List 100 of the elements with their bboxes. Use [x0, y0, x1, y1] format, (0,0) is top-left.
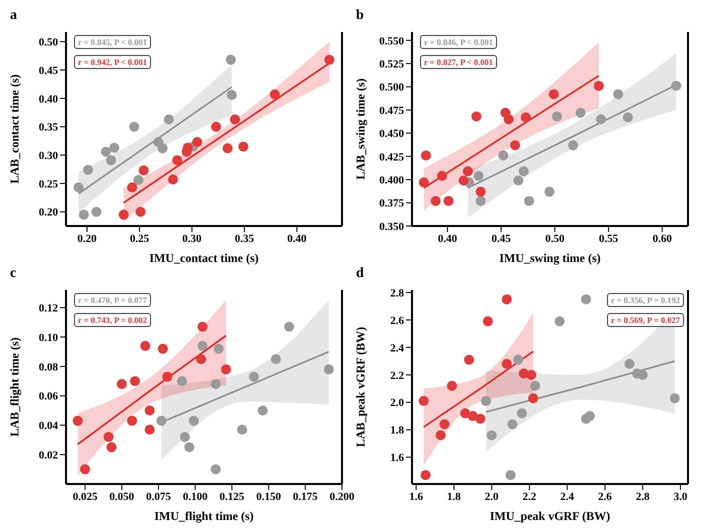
annotation: r = 0.569, P = 0.027	[606, 313, 684, 327]
point	[258, 406, 268, 416]
y-tick-label: 0.10	[38, 332, 58, 344]
point	[118, 210, 129, 220]
point	[72, 416, 83, 426]
point	[78, 210, 89, 220]
point	[670, 393, 680, 404]
x-tick-label: 0.200	[330, 490, 355, 503]
point	[568, 140, 578, 150]
point	[502, 358, 512, 369]
point	[638, 370, 648, 380]
x-tick-label: 3.0	[674, 490, 688, 503]
x-axis-title: IMU_flight time (s)	[154, 509, 254, 523]
point	[548, 89, 559, 100]
annotation: r = 0.470, P = 0.077	[74, 293, 152, 307]
y-tick-label: 2.0	[390, 397, 404, 410]
point	[188, 416, 199, 426]
x-tick-label: 0.125	[220, 490, 245, 503]
point	[554, 316, 565, 326]
point	[226, 90, 237, 100]
x-tick-label: 0.025	[72, 490, 98, 503]
point	[210, 379, 221, 390]
point	[127, 416, 138, 426]
point	[624, 358, 634, 369]
point	[418, 396, 429, 406]
chart-title: b	[356, 8, 364, 24]
point	[418, 177, 429, 188]
y-tick-label: 0.50	[38, 36, 58, 49]
y-axis-title: LAB_peak vGRF (BW)	[353, 326, 368, 448]
point	[516, 408, 527, 418]
x-axis-title: IMU_swing time (s)	[499, 251, 601, 265]
point	[140, 340, 150, 351]
y-tick-label: 2.2	[390, 370, 404, 382]
point	[198, 322, 208, 332]
point	[594, 80, 604, 91]
annotation: r = 0.356, P = 0.192	[606, 293, 684, 307]
y-axis-title: LAB_swing time (s)	[353, 78, 368, 180]
x-axis-title: IMU_contact time (s)	[149, 251, 259, 265]
point	[510, 140, 520, 150]
y-tick-label: 0.06	[38, 390, 58, 403]
point	[138, 165, 149, 176]
chart-title: a	[10, 8, 17, 24]
y-tick-label: 0.450	[379, 128, 404, 140]
x-tick-label: 0.35	[234, 232, 255, 245]
y-tick-label: 2.4	[390, 342, 404, 354]
y-tick-label: 1.8	[390, 424, 404, 437]
point	[184, 442, 194, 452]
point	[447, 380, 458, 391]
point	[238, 142, 248, 152]
point	[622, 112, 633, 122]
chart-title: c	[10, 266, 16, 282]
point	[100, 146, 111, 157]
point	[498, 150, 508, 160]
point	[471, 111, 482, 122]
point	[144, 424, 155, 435]
point	[80, 464, 90, 474]
point	[462, 166, 473, 176]
x-tick-label: 0.55	[598, 232, 619, 245]
point	[168, 174, 178, 184]
x-tick-label: 1.8	[447, 490, 462, 503]
point	[156, 416, 166, 426]
annotation: r = 0.845, P < 0.001	[74, 35, 152, 49]
y-tick-label: 0.02	[38, 450, 58, 462]
point	[226, 54, 236, 65]
x-tick-label: 0.25	[130, 232, 150, 245]
x-tick-label: 2.4	[560, 490, 575, 503]
x-tick-label: 0.30	[182, 232, 202, 245]
point	[164, 114, 174, 124]
point	[180, 432, 190, 442]
x-tick-label: 0.175	[292, 490, 318, 503]
point	[530, 380, 540, 391]
point	[270, 354, 281, 364]
point	[504, 114, 514, 124]
point	[552, 111, 562, 122]
y-tick-label: 1.6	[390, 452, 404, 464]
point	[524, 196, 534, 206]
y-tick-label: 0.500	[379, 82, 404, 94]
x-tick-label: 2.0	[484, 490, 500, 503]
y-axis-title: LAB_contact time (s)	[7, 74, 22, 184]
point	[324, 54, 334, 65]
point	[83, 164, 94, 175]
x-tick-label: 2.8	[636, 490, 650, 503]
point	[486, 430, 497, 440]
point	[106, 155, 116, 166]
y-tick-label: 0.525	[379, 58, 404, 70]
point	[576, 108, 586, 118]
x-tick-label: 0.050	[109, 490, 135, 503]
x-axis-title: IMU_peak vGRF (BW)	[490, 509, 610, 523]
y-tick-label: 2.6	[390, 314, 404, 327]
point	[162, 372, 172, 382]
point	[74, 182, 84, 192]
x-tick-label: 0.20	[77, 232, 98, 245]
annotation: r = 0.846, P < 0.001	[420, 35, 498, 49]
point	[613, 89, 624, 100]
point	[172, 155, 182, 166]
annotation: r = 0.827, P < 0.001	[420, 55, 498, 69]
point	[544, 186, 554, 197]
point	[513, 354, 524, 365]
point	[222, 143, 233, 154]
point	[458, 176, 469, 186]
